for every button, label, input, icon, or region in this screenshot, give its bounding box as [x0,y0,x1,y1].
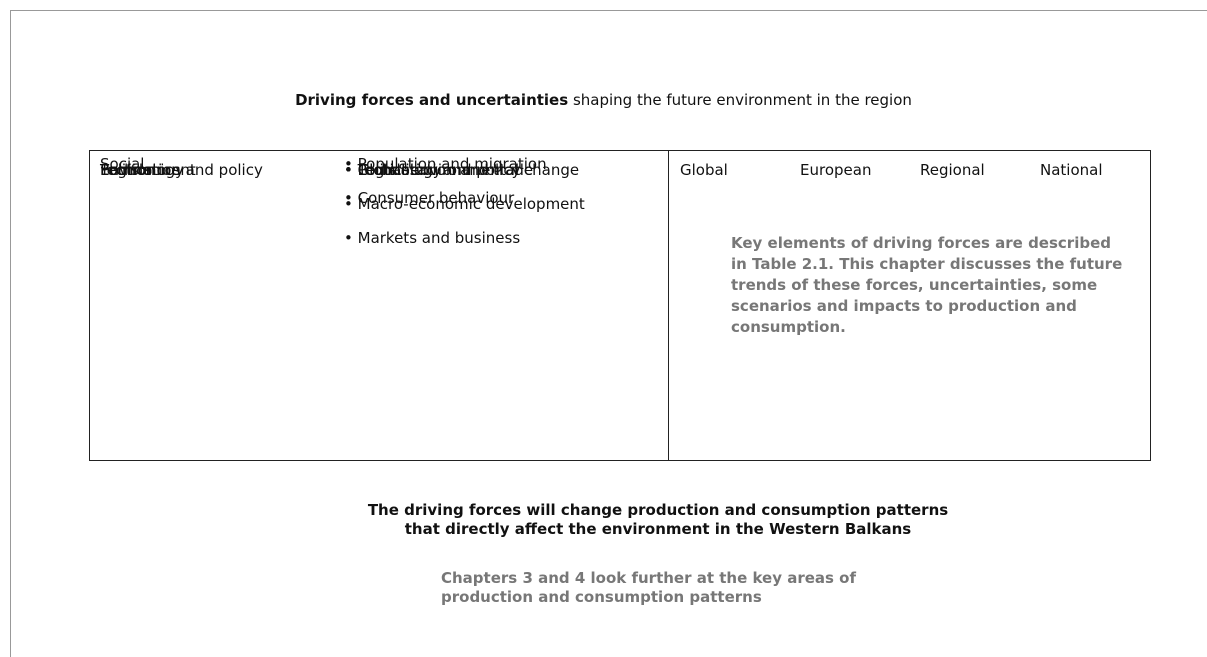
title-bold: Driving forces and uncertainties [295,91,569,109]
footnote-line: Chapters 3 and 4 look further at the key… [441,569,857,587]
forces-table: Social • Population and migration • Consum… [89,150,1151,461]
scope: Global [680,161,728,179]
table-row: Economics • Globalisation and trade • Macr… [90,161,1150,383]
item: • Legislation and policy [344,161,521,179]
table-row: Technology • Technology [90,161,1150,281]
table-row: Environment • Global environmental change [90,161,1150,417]
category: Environment [100,161,196,179]
note: Key elements of driving forces are descr… [731,234,1123,336]
table-row: Legislation and policy • Legislation and … [90,161,1150,460]
frame [10,10,1207,657]
category: Social [100,155,145,173]
conclusion: The driving forces will change productio… [0,501,1207,539]
item-text: Consumer behaviour [357,189,515,207]
category: Technology [100,161,185,179]
title: Driving forces and uncertainties shaping… [0,91,1207,109]
scope: National [1040,161,1103,179]
divider [668,151,669,460]
item-text: Technology [357,161,442,179]
scope: European [800,161,872,179]
conclusion-line: The driving forces will change productio… [367,501,949,519]
item-text: Macro-economic development [357,195,585,213]
item: • Technology [344,161,442,179]
item: • Consumer behaviour [344,189,515,207]
item: • Global environmental change [344,161,580,179]
item-text: Population and migration [357,155,547,173]
item: • Macro-economic development [344,195,585,213]
item-text: Markets and business [357,229,521,247]
rows: Social • Population and migration • Consum… [90,151,1150,460]
table-row: Social • Population and migration • Consum… [90,151,1150,247]
footnote: Chapters 3 and 4 look further at the key… [441,569,856,607]
footnote-line: production and consumption patterns [441,588,762,606]
title-rest: shaping the future environment in the re… [572,91,912,109]
item: • Politics [344,161,410,179]
item-text: Globalisation and trade [357,161,534,179]
scope: Regional [920,161,985,179]
conclusion-line: that directly affect the environment in … [404,520,912,538]
category: Economics [100,161,181,179]
item: • Markets and business [344,229,521,247]
category: Legislation and policy [100,161,263,179]
item-text: Legislation and policy [357,161,521,179]
item-text: Global environmental change [357,161,580,179]
item: • Population and migration [344,155,547,173]
category: Politics [100,161,153,179]
item-text: Politics [357,161,410,179]
item: • Globalisation and trade [344,161,534,179]
table-row: Politics • Politics [90,161,1150,451]
